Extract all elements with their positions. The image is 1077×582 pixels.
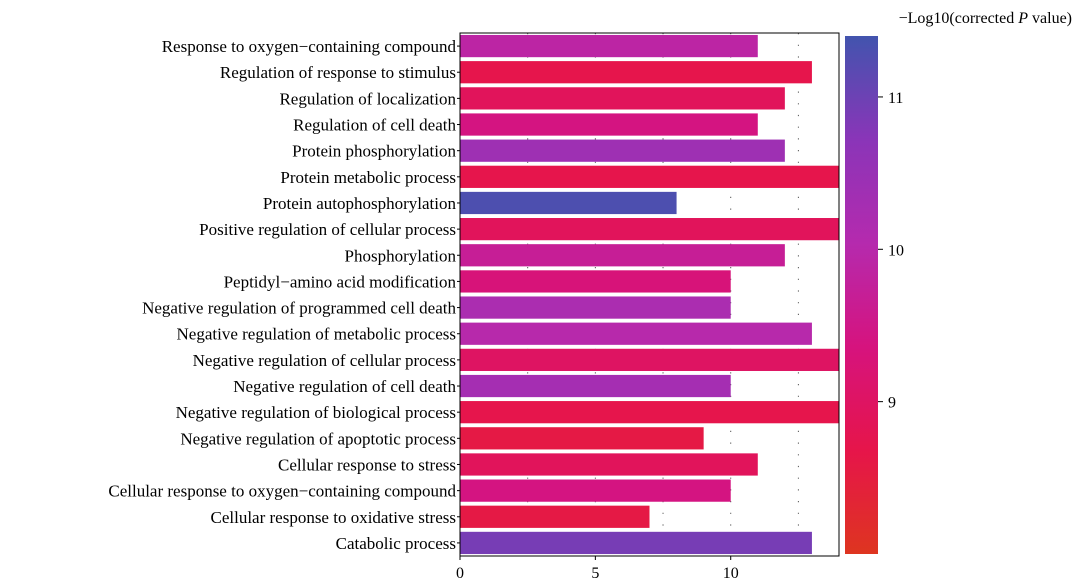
- bars: [460, 34, 839, 555]
- category-label: Regulation of localization: [279, 89, 456, 108]
- category-label: Negative regulation of programmed cell d…: [142, 299, 456, 318]
- bar: [460, 34, 758, 58]
- category-label: Cellular response to oxidative stress: [210, 508, 456, 527]
- category-label: Catabolic process: [336, 534, 456, 553]
- category-label: Phosphorylation: [345, 246, 457, 265]
- bar: [460, 374, 731, 398]
- bar: [460, 244, 785, 267]
- x-tick-label: 10: [723, 565, 739, 582]
- bar: [460, 427, 704, 450]
- bar: [460, 139, 785, 162]
- plot-frame: [459, 32, 840, 557]
- x-tick-label: 5: [591, 565, 599, 582]
- category-label: Protein autophosphorylation: [263, 194, 457, 213]
- category-label: Negative regulation of metabolic process: [177, 325, 456, 344]
- x-axis-ticks: 0 5 10: [456, 556, 739, 582]
- category-label: Cellular response to stress: [278, 455, 456, 474]
- category-label: Protein phosphorylation: [292, 142, 456, 161]
- category-label: Cellular response to oxygen−containing c…: [108, 482, 456, 501]
- category-label: Peptidyl−amino acid modification: [224, 272, 457, 291]
- bar: [460, 113, 758, 136]
- bar: [460, 165, 839, 188]
- bar: [460, 505, 650, 528]
- category-label: Negative regulation of biological proces…: [176, 403, 456, 422]
- bar: [460, 531, 812, 555]
- legend-title-prefix: −Log10(corrected: [899, 10, 1019, 27]
- bar: [460, 270, 731, 293]
- bar: [460, 453, 758, 476]
- bar: [460, 322, 812, 345]
- legend-colorbar: [845, 36, 878, 554]
- legend-tick-label: 11: [888, 90, 903, 107]
- legend-tick-label: 9: [888, 395, 896, 412]
- legend-ticks: 9 10 11: [878, 90, 904, 412]
- category-label: Protein metabolic process: [280, 168, 456, 187]
- x-tick-label: 0: [456, 565, 464, 582]
- category-label: Regulation of cell death: [293, 116, 456, 135]
- bar: [460, 401, 839, 424]
- bar: [460, 191, 677, 215]
- bar: [460, 479, 731, 502]
- grid-lines: [459, 33, 799, 556]
- category-label: Negative regulation of cellular process: [193, 351, 456, 370]
- category-label: Positive regulation of cellular process: [199, 220, 456, 239]
- category-label: Response to oxygen−containing compound: [162, 37, 457, 56]
- bar: [460, 61, 812, 84]
- legend-tick-label: 10: [888, 242, 904, 259]
- bar: [460, 296, 731, 319]
- category-label: Negative regulation of cell death: [233, 377, 456, 396]
- legend-title-suffix: value): [1028, 10, 1072, 27]
- legend-title-italic: P: [1017, 10, 1028, 27]
- bar: [460, 348, 839, 371]
- bar: [460, 218, 839, 241]
- category-labels: Response to oxygen−containing compound Re…: [108, 37, 460, 553]
- category-label: Negative regulation of apoptotic process: [180, 429, 456, 448]
- legend-title: −Log10(corrected P value): [899, 10, 1072, 27]
- category-label: Regulation of response to stimulus: [220, 63, 456, 82]
- color-legend: −Log10(corrected P value) 9 10 11: [845, 10, 1072, 554]
- bar: [460, 87, 785, 110]
